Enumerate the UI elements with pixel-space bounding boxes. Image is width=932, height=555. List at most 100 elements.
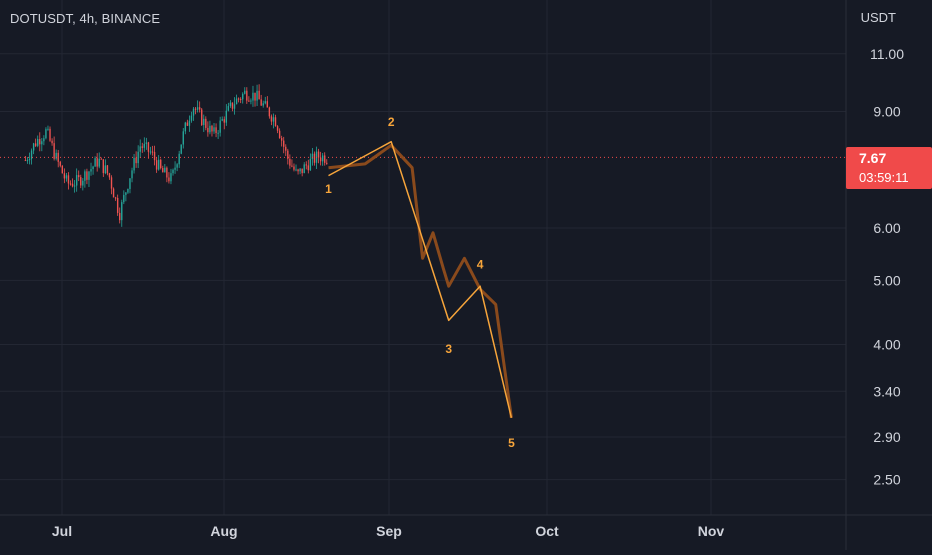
candle-body xyxy=(37,139,39,146)
candle-body xyxy=(221,119,223,121)
candle-body xyxy=(192,108,195,116)
candle-body xyxy=(317,151,320,158)
candle-body xyxy=(311,153,314,159)
candle-body xyxy=(121,202,123,221)
candle-body xyxy=(80,177,82,186)
projection-lines xyxy=(328,140,513,419)
candle-body xyxy=(106,165,109,174)
candle-body xyxy=(272,117,275,122)
candle-body xyxy=(321,155,324,162)
candle-body xyxy=(145,142,148,144)
last-price-badge: 7.67 03:59:11 xyxy=(846,147,932,189)
candle-body xyxy=(242,93,244,100)
candle-body xyxy=(149,151,152,153)
candle-body xyxy=(207,127,209,133)
candle-body xyxy=(61,165,64,174)
bar-countdown: 03:59:11 xyxy=(859,170,909,185)
candle-body xyxy=(45,129,47,139)
currency-label: USDT xyxy=(860,10,896,25)
candle-body xyxy=(225,110,228,123)
candle-body xyxy=(184,122,187,132)
price-axis[interactable]: 11.00 9.00 6.00 5.00 4.00 3.40 2.90 2.50 xyxy=(870,46,904,488)
candle-body xyxy=(301,168,303,174)
candle-body xyxy=(155,160,158,170)
candle-body xyxy=(223,119,225,123)
candle-body xyxy=(219,120,221,133)
candle-body xyxy=(34,143,37,146)
candle-body xyxy=(233,104,236,109)
candle-body xyxy=(280,138,283,141)
candle-body xyxy=(264,101,266,104)
candle-body xyxy=(174,167,176,170)
candle-body xyxy=(67,175,70,184)
candle-body xyxy=(65,175,68,179)
candle-body xyxy=(309,158,312,171)
candle-body xyxy=(209,125,211,133)
candle-body xyxy=(88,171,90,180)
candle-body xyxy=(239,98,242,100)
candle-body xyxy=(63,173,66,179)
candle-body xyxy=(182,131,184,145)
candle-body xyxy=(55,152,57,159)
candle-body xyxy=(252,92,254,101)
y-tick-label: 2.90 xyxy=(873,429,900,445)
candle-body xyxy=(90,169,92,172)
candle-body xyxy=(153,152,156,161)
candle-body xyxy=(151,151,154,153)
candle-body xyxy=(291,165,293,167)
candle-body xyxy=(57,152,59,162)
candle-body xyxy=(135,157,137,164)
y-tick-label: 9.00 xyxy=(873,103,900,119)
x-tick-label: Sep xyxy=(376,523,402,539)
candle-body xyxy=(69,183,72,185)
y-tick-label: 5.00 xyxy=(873,272,900,288)
candle-body xyxy=(295,169,297,171)
candle-body xyxy=(43,138,45,142)
candle-body xyxy=(190,115,193,121)
candle-body xyxy=(266,101,269,108)
candle-body xyxy=(178,153,180,165)
projection-line-secondary xyxy=(328,143,513,419)
candle-body xyxy=(94,158,96,167)
candle-body xyxy=(26,160,29,162)
candle-body xyxy=(147,142,150,152)
symbol-title[interactable]: DOTUSDT, 4h, BINANCE xyxy=(10,11,161,26)
candle-body xyxy=(215,127,217,134)
candle-body xyxy=(231,102,234,109)
candle-body xyxy=(213,127,215,132)
candle-body xyxy=(53,143,55,159)
candle-body xyxy=(235,98,238,105)
candle-body xyxy=(268,107,271,117)
candle-body xyxy=(108,173,111,178)
candle-body xyxy=(186,122,189,126)
candle-body xyxy=(283,140,285,147)
candle-body xyxy=(75,175,78,186)
candles xyxy=(24,84,328,227)
candle-body xyxy=(160,159,162,169)
y-tick-label: 6.00 xyxy=(873,220,900,236)
candle-body xyxy=(73,185,76,187)
wave-label: 3 xyxy=(445,342,452,356)
time-axis[interactable]: Jul Aug Sep Oct Nov xyxy=(52,523,725,539)
candle-body xyxy=(162,168,164,173)
candle-body xyxy=(293,166,295,170)
candle-body xyxy=(110,177,113,189)
candle-body xyxy=(227,106,230,111)
candle-body xyxy=(30,150,33,159)
candle-body xyxy=(188,120,191,126)
candle-body xyxy=(307,165,310,171)
candle-body xyxy=(92,166,94,170)
candle-body xyxy=(71,183,74,187)
candle-body xyxy=(299,168,301,172)
candle-body xyxy=(172,169,174,174)
candle-body xyxy=(47,128,49,130)
grid xyxy=(0,0,846,515)
candle-body xyxy=(166,167,168,178)
candle-body xyxy=(250,100,252,102)
candle-body xyxy=(254,92,256,101)
candle-body xyxy=(326,162,328,164)
candle-body xyxy=(176,164,178,168)
candle-body xyxy=(276,126,279,131)
